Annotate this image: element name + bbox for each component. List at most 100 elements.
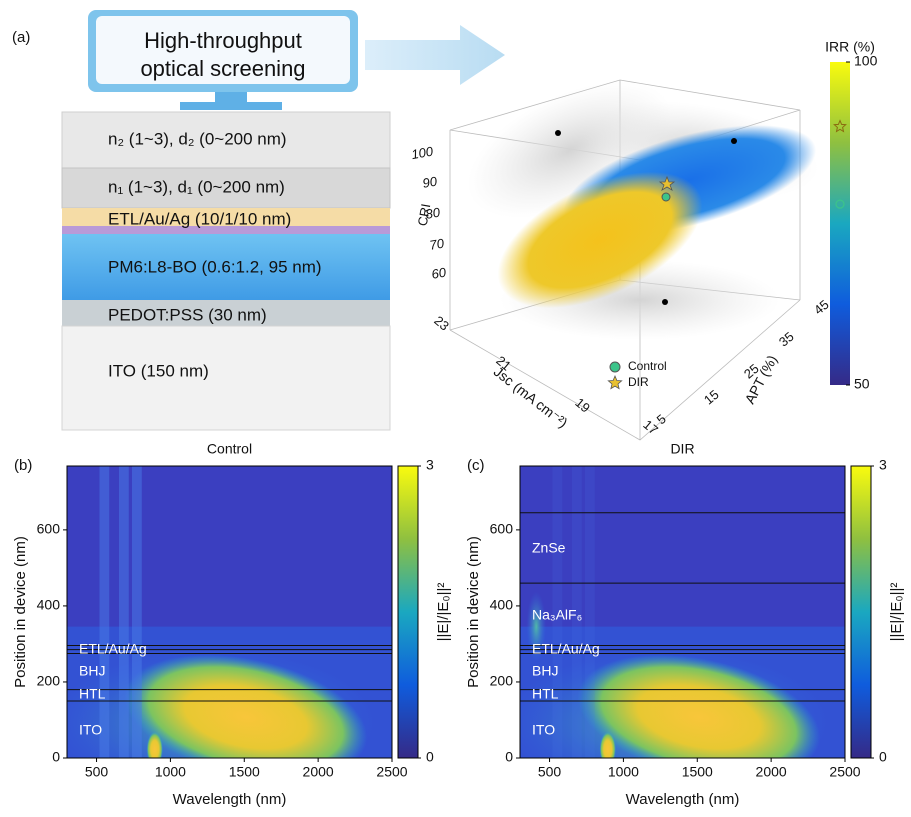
layer-label: ZnSe: [532, 540, 566, 556]
panel-label: (b): [14, 457, 32, 474]
y-tick-label: 400: [37, 597, 61, 613]
colorbar: [830, 62, 850, 385]
x-axis-label: Wavelength (nm): [173, 791, 287, 808]
layer: [62, 300, 390, 326]
x-tick-label: 2000: [303, 764, 334, 780]
x-tick-label: 35: [776, 329, 797, 350]
layer-label: HTL: [532, 686, 559, 702]
chart-title: Control: [207, 441, 252, 457]
x-tick-label: 1500: [682, 764, 713, 780]
arrow: [365, 25, 505, 85]
layer: [62, 208, 390, 226]
y-tick-label: 0: [52, 749, 60, 765]
x-tick-label: 2500: [829, 764, 860, 780]
y-tick-label: 19: [572, 395, 593, 416]
layer-label: HTL: [79, 686, 106, 702]
control-marker: [661, 192, 671, 202]
x-axis-label: APT (%): [741, 352, 780, 406]
z-tick-label: 70: [428, 235, 446, 252]
x-tick-label: 1000: [608, 764, 639, 780]
colorbar-label: ||E|/|E₀||²: [435, 583, 452, 642]
layer-label: ITO: [79, 722, 102, 738]
x-tick-label: 45: [811, 297, 832, 318]
z-tick-label: 100: [410, 143, 435, 162]
z-axis-label: CRI: [415, 202, 434, 227]
field-blob: [577, 654, 821, 758]
dir-marker: [658, 175, 676, 191]
colorbar-tick-label: 3: [426, 457, 434, 473]
layer-label: n₂ (1~3), d₂ (0~200 nm): [108, 129, 287, 148]
field-blob: [599, 731, 616, 758]
field-strip: [572, 466, 582, 758]
layer-label: ETL/Au/Ag (10/1/10 nm): [108, 209, 291, 228]
layer: [62, 234, 390, 300]
layer-label: PEDOT:PSS (30 nm): [108, 305, 267, 324]
plot-frame: [66, 465, 393, 759]
colorbar-tick-label: 100: [854, 53, 878, 69]
layer: [61, 325, 391, 431]
y-tick-label: 23: [431, 313, 452, 334]
monitor-screen: [96, 16, 350, 84]
heatmap: [67, 466, 392, 758]
layer: [62, 226, 390, 234]
projection-marker: [662, 299, 668, 305]
x-tick-label: 500: [538, 764, 562, 780]
layer-label: ITO (150 nm): [108, 361, 209, 380]
colorbar-tick-label: 0: [426, 749, 434, 765]
field-blob: [526, 591, 546, 662]
legend-label: DIR: [628, 375, 649, 389]
legend-label: Control: [628, 359, 667, 373]
layer-label: BHJ: [79, 663, 105, 679]
colorbar-tick-label: 3: [879, 457, 887, 473]
layer-label: BHJ: [532, 663, 558, 679]
x-tick-label: 2500: [376, 764, 407, 780]
y-axis-label: Position in device (nm): [465, 536, 482, 688]
y-tick-label: 400: [490, 597, 514, 613]
layer-label: n₁ (1~3), d₁ (0~200 nm): [108, 177, 285, 196]
y-axis-label: Position in device (nm): [12, 536, 29, 688]
field-strip: [585, 466, 595, 758]
layer-label: ITO: [532, 722, 555, 738]
legend-marker: [609, 361, 621, 373]
x-tick-label: 1000: [155, 764, 186, 780]
layer-label: PM6:L8-BO (0.6:1.2, 95 nm): [108, 257, 322, 276]
screening-title: optical screening: [140, 56, 305, 81]
z-tick-label: 90: [421, 173, 439, 190]
field-strip: [99, 466, 110, 758]
z-tick-label: 60: [430, 264, 448, 281]
field-blob: [124, 654, 368, 758]
colorbar-label: ||E|/|E₀||²: [888, 583, 905, 642]
x-tick-label: 1500: [229, 764, 260, 780]
monitor-base: [180, 102, 282, 110]
y-axis-label: Jsc (mA cm⁻²): [491, 363, 571, 430]
colorbar: [397, 465, 419, 759]
colorbar-marker: [835, 199, 845, 209]
screening-title: High-throughput: [144, 28, 302, 53]
plot-frame: [519, 465, 846, 759]
y-tick-label: 600: [490, 521, 514, 537]
chart-title: DIR: [670, 441, 694, 457]
heatmap: [520, 466, 845, 758]
y-tick-label: 0: [505, 749, 513, 765]
panel-a: (a) High-throughput optical screening n₂…: [12, 10, 505, 431]
colorbar: [850, 465, 872, 759]
field-strip: [552, 466, 563, 758]
projection-marker: [731, 138, 737, 144]
layer-label: ETL/Au/Ag: [79, 641, 147, 657]
colorbar-tick-label: 0: [879, 749, 887, 765]
field-blob: [146, 731, 163, 758]
layer-label: Na₃AlF₆: [532, 607, 582, 623]
panel-label: (c): [467, 457, 485, 474]
field-strip: [119, 466, 129, 758]
colorbar-tick-label: 50: [854, 376, 870, 392]
colorbar-marker: [833, 119, 847, 133]
y-tick-label: 600: [37, 521, 61, 537]
legend-marker: [607, 374, 623, 390]
field-strip: [132, 466, 142, 758]
x-tick-label: 500: [85, 764, 109, 780]
monitor-stand: [215, 92, 247, 102]
panel-label: (a): [12, 29, 30, 46]
z-tick-label: 80: [424, 204, 442, 221]
